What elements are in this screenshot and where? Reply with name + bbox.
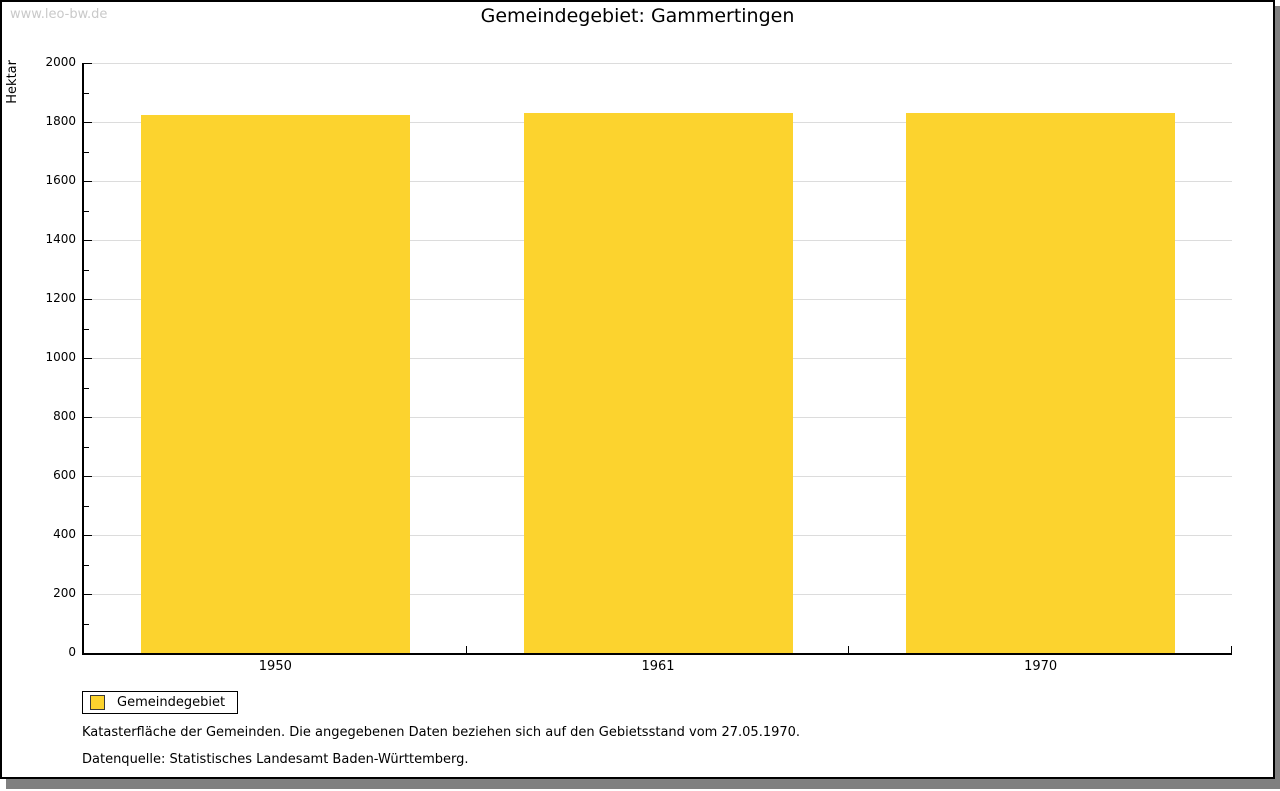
y-axis-major-tick	[84, 122, 92, 123]
y-axis-minor-tick	[84, 564, 89, 566]
footnote-source-note: Katasterfläche der Gemeinden. Die angege…	[82, 725, 801, 740]
bar-chart: 0 200 400 600 800 1000 1200 1400 1600 1800 2000 195…	[2, 2, 1273, 777]
y-axis-major-tick	[84, 299, 92, 300]
y-axis-major-tick	[84, 63, 92, 64]
y-axis-minor-tick	[84, 446, 89, 448]
y-axis-tick-label: 200	[53, 586, 76, 600]
y-axis-minor-tick	[84, 387, 89, 389]
y-axis-major-tick	[84, 417, 92, 418]
y-axis-major-tick	[84, 476, 92, 477]
y-axis-minor-tick	[84, 328, 89, 330]
footnote-data-source: Datenquelle: Statistisches Landesamt Bad…	[82, 752, 469, 767]
y-axis-major-tick	[84, 358, 92, 359]
legend: Gemeindegebiet	[82, 691, 239, 714]
y-axis-minor-tick	[84, 92, 89, 94]
bar-1961	[523, 113, 793, 653]
gridline	[84, 63, 1232, 64]
y-axis-minor-tick	[84, 210, 89, 212]
bar-1950	[140, 114, 410, 653]
y-axis-tick-label: 1600	[45, 173, 76, 187]
x-axis-line	[82, 653, 1232, 655]
y-axis-tick-label: 600	[53, 468, 76, 482]
y-axis-line	[82, 63, 84, 655]
y-axis-minor-tick	[84, 151, 89, 153]
y-axis-major-tick	[84, 181, 92, 182]
y-axis-tick-label: 0	[68, 645, 76, 659]
y-axis-tick-label: 800	[53, 409, 76, 423]
x-axis-label: 1970	[1024, 659, 1058, 674]
y-axis-minor-tick	[84, 623, 89, 625]
y-axis-tick-label: 1000	[45, 350, 76, 364]
y-axis-major-tick	[84, 240, 92, 241]
bar-1970	[906, 113, 1176, 653]
x-axis-tick	[465, 646, 467, 653]
x-axis-label: 1961	[641, 659, 675, 674]
y-axis-major-tick	[84, 535, 92, 536]
y-axis-tick-label: 2000	[45, 55, 76, 69]
y-axis-minor-tick	[84, 269, 89, 271]
y-axis-tick-label: 1800	[45, 114, 76, 128]
watermark: www.leo-bw.de	[10, 7, 108, 22]
y-axis-tick-label: 1200	[45, 291, 76, 305]
x-axis-label: 1950	[258, 659, 292, 674]
y-axis-minor-tick	[84, 505, 89, 507]
x-axis-tick	[1231, 646, 1232, 653]
legend-label: Gemeindegebiet	[117, 695, 226, 710]
y-axis-tick-label: 400	[53, 527, 76, 541]
x-axis-tick	[848, 646, 850, 653]
y-axis-major-tick	[84, 594, 92, 595]
y-axis-tick-label: 1400	[45, 232, 76, 246]
chart-title: Gemeindegebiet: Gammertingen	[480, 5, 795, 27]
legend-swatch	[90, 695, 105, 710]
